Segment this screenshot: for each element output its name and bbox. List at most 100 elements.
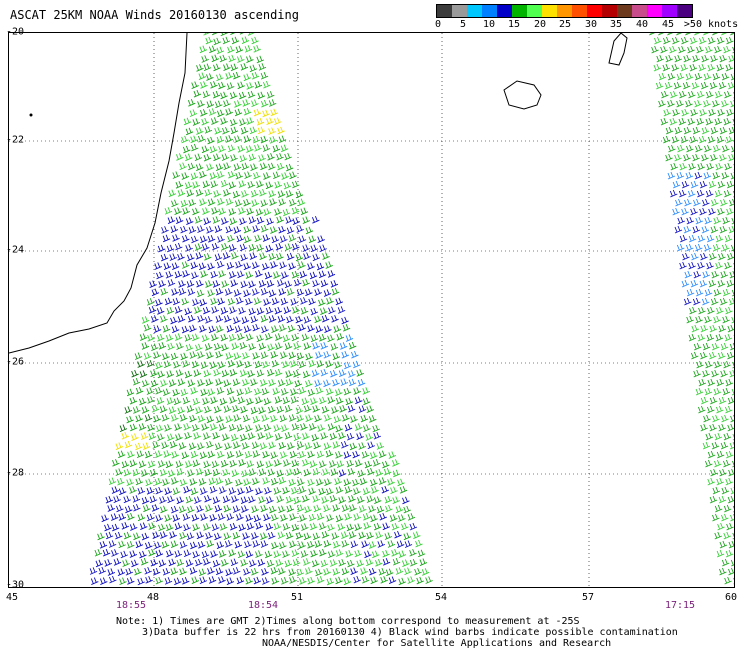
- wind-barb: [149, 468, 158, 477]
- wind-barb: [308, 487, 316, 496]
- wind-barb: [270, 566, 279, 575]
- wind-barb: [203, 557, 211, 566]
- wind-barb: [220, 333, 229, 342]
- wind-barb: [182, 396, 191, 405]
- wind-barb: [266, 117, 274, 125]
- wind-barb: [177, 315, 186, 323]
- wind-barb: [667, 171, 676, 180]
- map-title: ASCAT 25KM NOAA Winds 20160130 ascending: [10, 8, 299, 22]
- wind-barb: [189, 478, 198, 486]
- wind-barb: [726, 180, 734, 189]
- wind-barb: [693, 342, 702, 351]
- wind-barb: [711, 441, 720, 450]
- wind-barb: [176, 558, 185, 567]
- wind-barb: [187, 505, 195, 514]
- wind-barb: [279, 324, 287, 332]
- wind-barb: [285, 378, 294, 387]
- wind-barb: [149, 280, 157, 289]
- wind-barb: [141, 532, 150, 541]
- wind-barb: [248, 243, 257, 252]
- wind-barb: [667, 99, 675, 108]
- wind-barb: [243, 107, 252, 116]
- wind-barb: [190, 487, 199, 496]
- wind-barb: [697, 333, 706, 342]
- wind-barb: [117, 450, 126, 459]
- time-label-2: 18:54: [247, 600, 279, 611]
- wind-barb: [272, 144, 281, 153]
- wind-barb: [325, 360, 334, 368]
- wind-barb: [307, 262, 315, 270]
- wind-barb: [260, 351, 269, 360]
- wind-barb: [391, 522, 400, 531]
- wind-barb: [199, 235, 208, 244]
- wind-barb: [261, 387, 270, 396]
- wind-barb: [712, 414, 720, 423]
- wind-barb: [189, 414, 197, 423]
- scale-label: 15: [507, 19, 521, 30]
- wind-barb: [270, 414, 278, 423]
- wind-barb: [289, 450, 298, 459]
- wind-barb: [160, 287, 169, 296]
- wind-barb: [144, 414, 153, 422]
- wind-barb: [282, 486, 290, 495]
- wind-barb: [703, 414, 711, 423]
- wind-barb: [695, 144, 703, 153]
- wind-barb: [338, 469, 347, 477]
- wind-barb: [703, 72, 712, 81]
- wind-barb: [193, 89, 202, 98]
- wind-barb: [726, 108, 734, 117]
- wind-barb: [260, 224, 269, 233]
- scale-label: 35: [609, 19, 623, 30]
- wind-barb: [154, 262, 162, 270]
- wind-barb: [354, 523, 362, 531]
- wind-barb: [185, 217, 194, 225]
- wind-barb: [155, 486, 163, 495]
- wind-barb: [284, 243, 293, 251]
- wind-barb: [275, 242, 284, 251]
- wind-barb: [353, 487, 361, 496]
- wind-barb: [171, 262, 180, 271]
- wind-barb: [108, 540, 117, 548]
- wind-barb: [298, 323, 306, 332]
- wind-barb: [404, 567, 412, 576]
- wind-barb: [672, 180, 681, 189]
- wind-barb: [222, 126, 230, 135]
- wind-barb: [224, 478, 233, 486]
- wind-barb: [232, 404, 240, 413]
- wind-barb: [174, 522, 183, 531]
- wind-barb: [703, 99, 711, 108]
- wind-barb: [265, 432, 274, 440]
- wind-barb: [719, 540, 728, 549]
- wind-barb: [205, 531, 213, 540]
- wind-barb: [419, 558, 428, 566]
- wind-barb: [246, 207, 254, 216]
- wind-barb: [206, 440, 214, 449]
- scale-swatch: [542, 5, 557, 17]
- wind-barb: [327, 523, 335, 532]
- scale-swatch: [587, 5, 602, 17]
- wind-barb: [187, 98, 196, 107]
- wind-barb: [679, 234, 688, 243]
- wind-barb: [211, 206, 219, 215]
- wind-barb: [213, 405, 222, 414]
- wind-barb: [700, 423, 708, 432]
- wind-barb: [730, 99, 734, 108]
- wind-barb: [320, 432, 329, 440]
- wind-barb: [280, 144, 289, 153]
- wind-barb: [262, 450, 270, 459]
- wind-barb: [665, 153, 673, 162]
- wind-barb: [282, 360, 290, 369]
- wind-barb: [134, 442, 143, 451]
- wind-barb: [234, 325, 243, 333]
- wind-barb: [715, 234, 724, 243]
- wind-barb: [175, 153, 184, 161]
- wind-barb: [727, 81, 734, 90]
- wind-barb: [203, 432, 211, 440]
- wind-barb: [269, 136, 278, 144]
- wind-barb: [216, 135, 225, 144]
- wind-barb: [359, 477, 368, 486]
- wind-barb: [722, 144, 730, 153]
- x-label-60: 60: [724, 592, 738, 603]
- wind-barb: [724, 405, 733, 414]
- wind-barb: [728, 297, 734, 306]
